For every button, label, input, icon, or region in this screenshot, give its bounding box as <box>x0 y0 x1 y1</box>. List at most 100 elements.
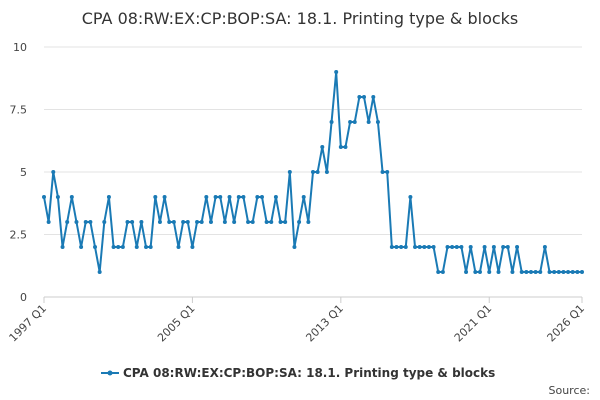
data-point <box>505 245 510 249</box>
x-tick-label: 2005 Q1 <box>155 302 198 345</box>
data-point <box>552 270 557 274</box>
data-point <box>292 245 297 249</box>
data-point <box>477 270 482 274</box>
data-point <box>259 195 264 199</box>
data-point <box>380 170 385 174</box>
data-point <box>389 245 394 249</box>
data-point <box>338 145 343 149</box>
data-point <box>445 245 450 249</box>
data-point <box>570 270 575 274</box>
data-point <box>102 220 107 224</box>
data-point <box>440 270 445 274</box>
data-point <box>408 195 413 199</box>
data-point <box>46 220 51 224</box>
data-point <box>167 220 172 224</box>
data-point <box>306 220 311 224</box>
data-point <box>394 245 399 249</box>
data-point <box>566 270 571 274</box>
x-tick-label: 1997 Q1 <box>7 302 50 345</box>
data-point <box>144 245 149 249</box>
data-point <box>459 245 464 249</box>
data-point <box>139 220 144 224</box>
data-point <box>422 245 427 249</box>
data-point <box>88 220 93 224</box>
data-point <box>241 195 246 199</box>
data-point <box>125 220 130 224</box>
data-point <box>482 245 487 249</box>
data-point <box>413 245 418 249</box>
y-tick-label: 10 <box>13 41 27 54</box>
data-point <box>250 220 255 224</box>
data-point <box>148 245 153 249</box>
data-point <box>468 245 473 249</box>
data-point <box>399 245 404 249</box>
data-point <box>195 220 200 224</box>
data-point <box>431 245 436 249</box>
data-point <box>403 245 408 249</box>
data-point <box>283 220 288 224</box>
data-point <box>528 270 533 274</box>
x-tick-label: 2021 Q1 <box>452 302 495 345</box>
data-point <box>134 245 139 249</box>
data-point <box>324 170 329 174</box>
data-point <box>162 195 167 199</box>
x-tick-label: 2026 Q1 <box>545 302 588 345</box>
data-point <box>487 270 492 274</box>
data-point <box>491 245 496 249</box>
data-point <box>246 220 251 224</box>
data-point <box>93 245 98 249</box>
data-point <box>208 220 213 224</box>
data-point <box>287 170 292 174</box>
data-point <box>65 220 70 224</box>
data-point <box>454 245 459 249</box>
y-tick-label: 0 <box>20 291 27 304</box>
data-point <box>116 245 121 249</box>
data-point <box>343 145 348 149</box>
legend-marker <box>107 370 113 376</box>
y-tick-label: 2.5 <box>10 229 28 242</box>
data-point <box>218 195 223 199</box>
data-point <box>315 170 320 174</box>
data-point <box>464 270 469 274</box>
data-point <box>320 145 325 149</box>
data-point <box>375 120 380 124</box>
data-point <box>371 95 376 99</box>
data-point <box>417 245 422 249</box>
data-point <box>561 270 566 274</box>
data-point <box>185 220 190 224</box>
data-point <box>55 195 60 199</box>
legend-label: CPA 08:RW:EX:CP:BOP:SA: 18.1. Printing t… <box>123 366 495 380</box>
data-point <box>362 95 367 99</box>
data-point <box>213 195 218 199</box>
data-point <box>199 220 204 224</box>
data-point <box>157 220 162 224</box>
data-point <box>352 120 357 124</box>
data-point <box>227 195 232 199</box>
data-point <box>426 245 431 249</box>
data-point <box>255 195 260 199</box>
data-point <box>473 270 478 274</box>
data-point <box>348 120 353 124</box>
data-point <box>60 245 65 249</box>
x-tick-label: 2013 Q1 <box>303 302 346 345</box>
data-point <box>575 270 580 274</box>
data-point <box>106 195 111 199</box>
data-point <box>232 220 237 224</box>
data-point <box>301 195 306 199</box>
data-point <box>533 270 538 274</box>
chart-title: CPA 08:RW:EX:CP:BOP:SA: 18.1. Printing t… <box>82 9 519 28</box>
data-point <box>181 220 186 224</box>
data-point <box>69 195 74 199</box>
data-point <box>222 220 227 224</box>
data-point <box>580 270 584 274</box>
data-point <box>97 270 102 274</box>
data-point <box>264 220 269 224</box>
data-point <box>519 270 524 274</box>
data-point <box>111 245 116 249</box>
data-point <box>74 220 79 224</box>
data-point <box>297 220 302 224</box>
data-point <box>496 270 501 274</box>
data-point <box>524 270 529 274</box>
data-point <box>556 270 561 274</box>
data-point <box>538 270 543 274</box>
